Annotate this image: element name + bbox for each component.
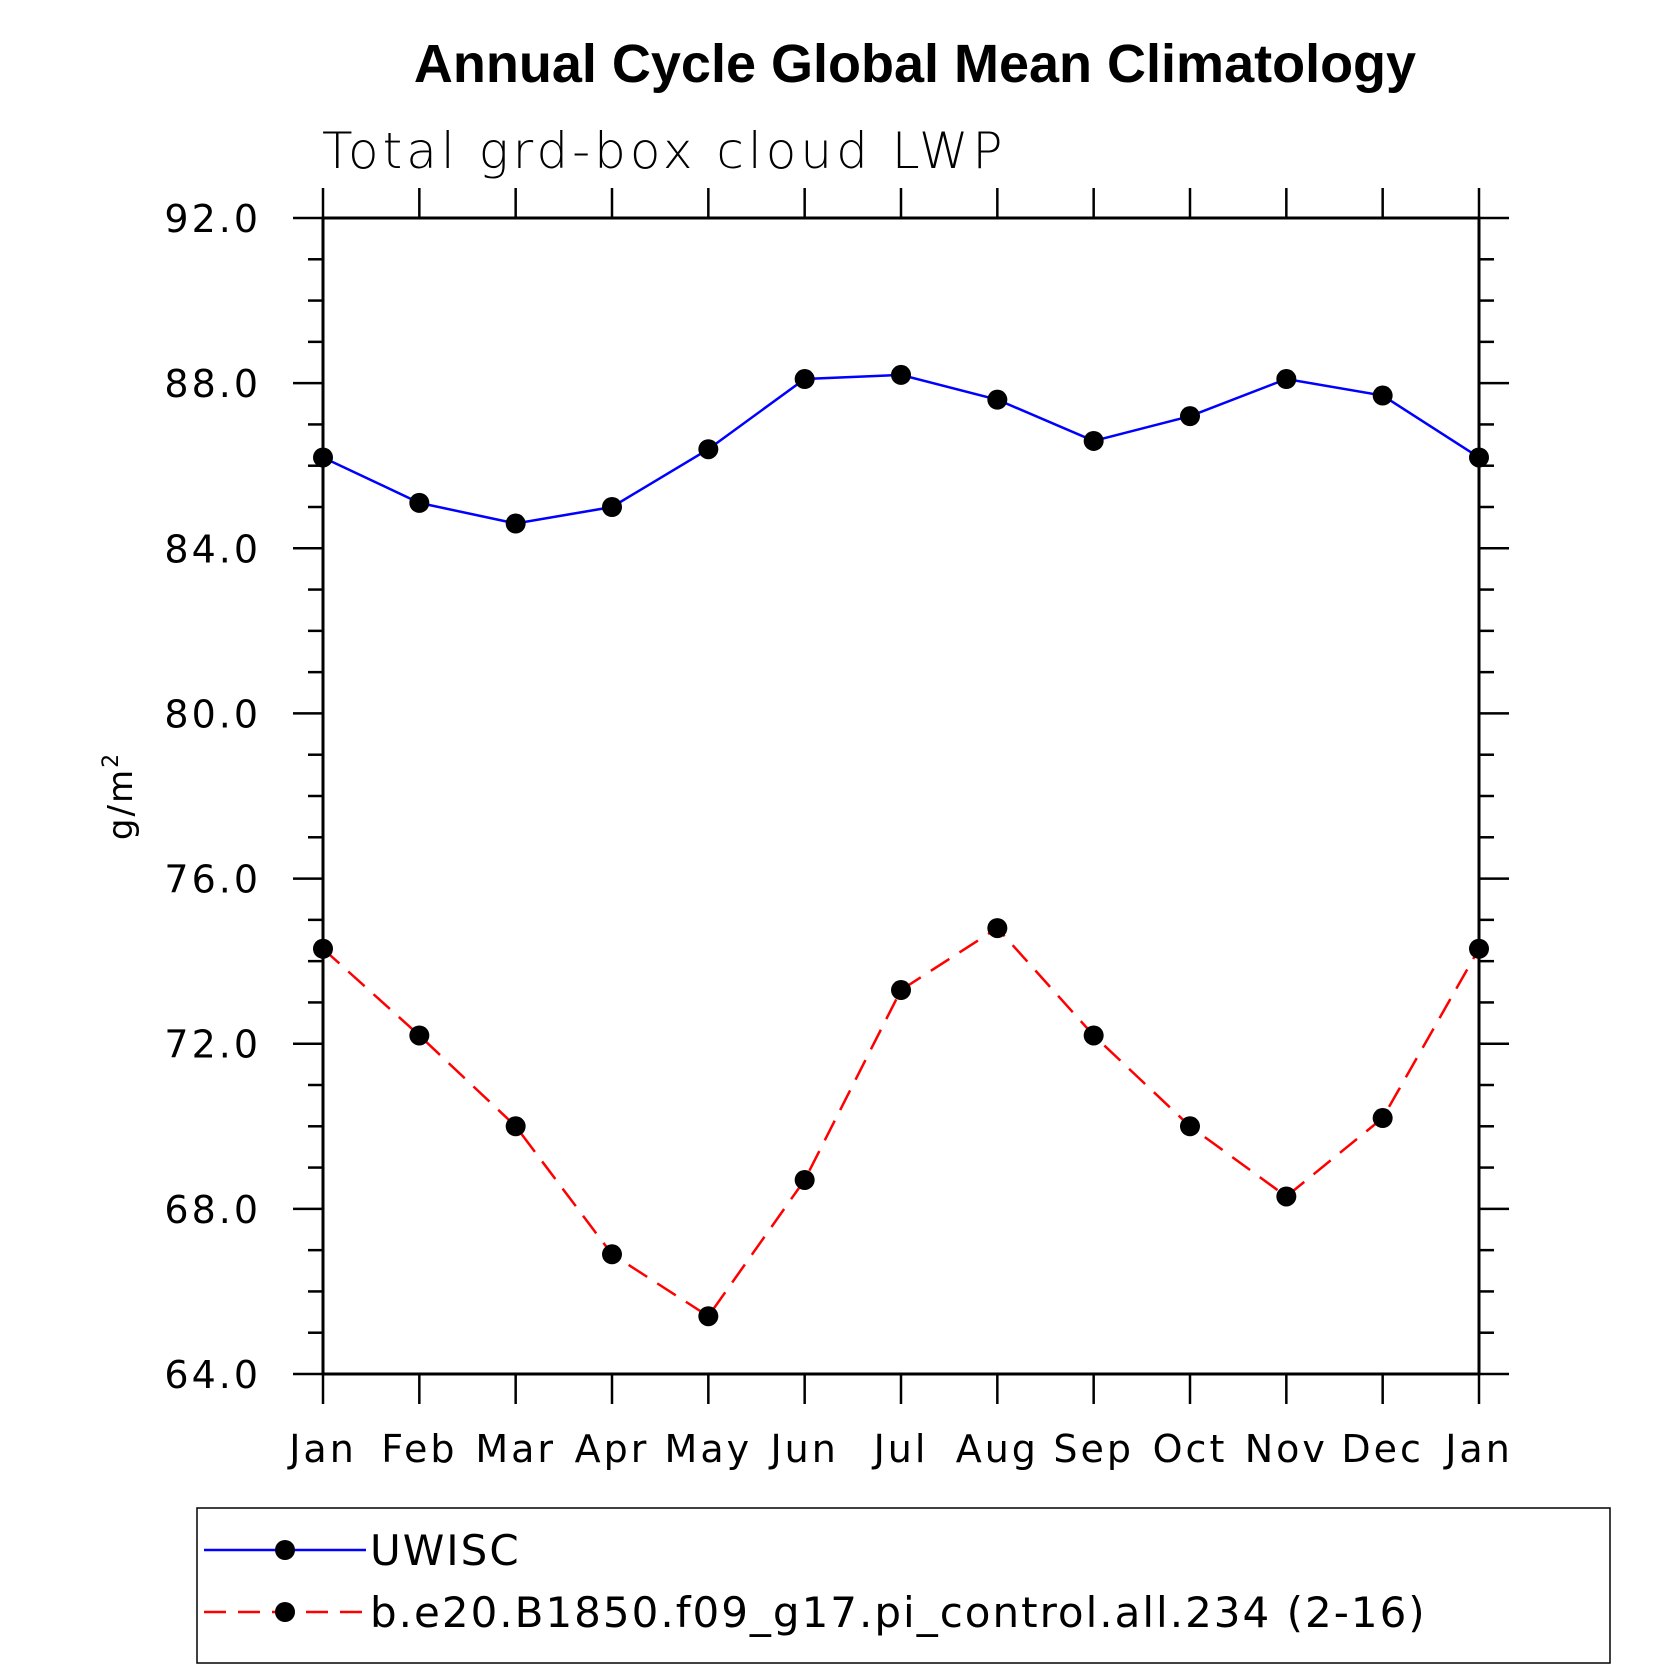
y-tick-label: 80.0 <box>164 692 261 736</box>
x-tick-label: Jul <box>872 1427 929 1471</box>
x-tick-label: Feb <box>381 1427 457 1471</box>
legend: UWISC b.e20.B1850.f09_g17.pi_control.all.… <box>196 1507 1611 1664</box>
x-tick-label: Oct <box>1153 1427 1228 1471</box>
y-tick-label: 64.0 <box>164 1353 261 1397</box>
series-2-point <box>602 1244 622 1265</box>
series-1-point <box>987 389 1008 410</box>
y-tick-label: 88.0 <box>164 362 261 406</box>
series-layer <box>313 364 1489 1327</box>
series-1-point <box>602 497 622 517</box>
series-1-point <box>505 513 526 534</box>
x-tick-label: Sep <box>1053 1427 1134 1471</box>
series-1-point <box>1180 406 1200 427</box>
x-tick-label: Mar <box>475 1427 556 1471</box>
series-2-point <box>409 1025 430 1046</box>
series-1-point <box>1276 369 1297 390</box>
series-2-point <box>794 1169 815 1190</box>
x-tick-label: Apr <box>575 1427 650 1471</box>
series-2-point <box>1276 1186 1297 1207</box>
chart-title: Annual Cycle Global Mean Climatology <box>414 34 1416 94</box>
y-axis-label-exponent: 2 <box>99 752 124 768</box>
series-2-point <box>1180 1116 1200 1137</box>
series-2-point <box>698 1306 719 1327</box>
x-tick-label: Aug <box>956 1427 1039 1471</box>
legend-entries: UWISC b.e20.B1850.f09_g17.pi_control.all.… <box>204 1526 1427 1637</box>
x-tick-label: Dec <box>1341 1427 1424 1471</box>
legend-marker-2 <box>275 1602 295 1622</box>
series-1-point <box>794 369 815 390</box>
plot-frame <box>321 216 1481 1376</box>
x-tick-label: Nov <box>1245 1427 1328 1471</box>
y-axis-label: g/m2 <box>99 752 141 840</box>
y-axis-ticks: 64.0 68.0 72.0 76.0 80.0 84.0 88.0 92.0 <box>164 197 1509 1397</box>
y-tick-label: 76.0 <box>164 858 261 902</box>
series-2-point <box>891 980 911 1001</box>
series-1-point <box>891 364 911 385</box>
y-axis-label-unit: g/m <box>101 768 141 840</box>
x-tick-label: Jan <box>1443 1427 1513 1471</box>
x-tick-label: May <box>665 1427 753 1471</box>
y-tick-label: 68.0 <box>164 1188 261 1232</box>
y-tick-label: 92.0 <box>164 197 261 241</box>
chart-subtitle: Total grd-box cloud LWP <box>322 122 1007 180</box>
legend-label-2: b.e20.B1850.f09_g17.pi_control.all.234 (… <box>370 1588 1427 1637</box>
y-tick-label: 72.0 <box>164 1023 261 1067</box>
legend-label-1: UWISC <box>370 1526 521 1575</box>
series-2-point <box>1083 1025 1104 1046</box>
series-1-point <box>1372 385 1393 406</box>
x-axis-ticks: Jan Feb Mar Apr May Jun Jul Aug Sep Oct Nov Dec Jan <box>287 188 1513 1471</box>
legend-box <box>196 1507 1611 1664</box>
series-line-1 <box>322 373 1480 525</box>
series-2-point <box>1372 1108 1393 1129</box>
x-tick-label: Jan <box>287 1427 357 1471</box>
x-tick-label: Jun <box>768 1427 838 1471</box>
series-1-point <box>1083 430 1104 451</box>
series-2-point <box>987 918 1008 939</box>
y-tick-label: 84.0 <box>164 527 261 571</box>
series-1-point <box>698 439 719 460</box>
legend-marker-1 <box>275 1540 295 1560</box>
series-1-point <box>409 492 430 513</box>
series-2-point <box>505 1116 526 1137</box>
